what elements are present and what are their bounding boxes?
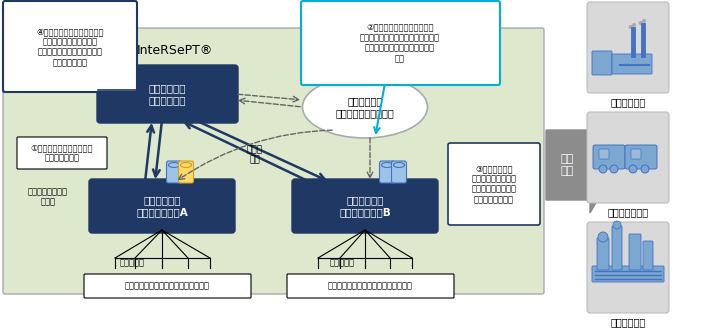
- Text: 対象機器（センサ、アクチュエータ）: 対象機器（センサ、アクチュエータ）: [125, 282, 210, 290]
- FancyBboxPatch shape: [643, 241, 653, 270]
- Text: 各種センサ: 各種センサ: [120, 259, 145, 268]
- FancyBboxPatch shape: [593, 145, 625, 169]
- FancyBboxPatch shape: [166, 161, 181, 183]
- Text: 化学プラント: 化学プラント: [610, 317, 646, 327]
- FancyBboxPatch shape: [629, 234, 641, 270]
- FancyBboxPatch shape: [17, 137, 107, 169]
- Ellipse shape: [382, 162, 392, 168]
- FancyBboxPatch shape: [178, 161, 193, 183]
- Text: リアルタイム
検知・対処装置B: リアルタイム 検知・対処装置B: [339, 195, 391, 217]
- Text: 特定の運転状態用
ルール: 特定の運転状態用 ルール: [28, 187, 68, 207]
- Text: セキュリティ
オーケストレーション: セキュリティ オーケストレーション: [336, 96, 394, 118]
- FancyBboxPatch shape: [97, 65, 238, 123]
- Ellipse shape: [181, 162, 191, 168]
- FancyBboxPatch shape: [625, 145, 657, 169]
- Polygon shape: [546, 118, 618, 213]
- Ellipse shape: [629, 165, 637, 173]
- FancyBboxPatch shape: [448, 143, 540, 225]
- FancyBboxPatch shape: [612, 226, 622, 270]
- Text: 市場
展開: 市場 展開: [560, 154, 573, 176]
- Ellipse shape: [639, 21, 644, 25]
- Text: 発電プラント: 発電プラント: [610, 97, 646, 107]
- FancyBboxPatch shape: [89, 179, 235, 233]
- FancyBboxPatch shape: [612, 54, 652, 74]
- Ellipse shape: [629, 25, 634, 29]
- Text: リアルタイム
検知・対処装置A: リアルタイム 検知・対処装置A: [136, 195, 188, 217]
- Text: セキュリティ
統合管理装置: セキュリティ 統合管理装置: [149, 83, 186, 105]
- FancyBboxPatch shape: [597, 238, 609, 270]
- Ellipse shape: [642, 19, 646, 23]
- Ellipse shape: [169, 162, 180, 168]
- FancyBboxPatch shape: [587, 2, 669, 93]
- Ellipse shape: [610, 165, 618, 173]
- FancyBboxPatch shape: [3, 28, 544, 294]
- Ellipse shape: [613, 221, 621, 229]
- FancyBboxPatch shape: [84, 274, 251, 298]
- FancyBboxPatch shape: [379, 161, 394, 183]
- Text: InteRSePT®: InteRSePT®: [137, 43, 213, 56]
- FancyBboxPatch shape: [599, 149, 609, 159]
- FancyBboxPatch shape: [592, 266, 664, 282]
- Ellipse shape: [394, 162, 404, 168]
- FancyBboxPatch shape: [287, 274, 454, 298]
- Text: 新交通システム: 新交通システム: [607, 207, 649, 217]
- FancyBboxPatch shape: [292, 179, 438, 233]
- Ellipse shape: [598, 232, 608, 242]
- Ellipse shape: [641, 165, 649, 173]
- Text: ③特定の運転状
態用ルールをもとに
パケットを分析し、
通過・遷断を制御: ③特定の運転状 態用ルールをもとに パケットを分析し、 通過・遷断を制御: [472, 164, 517, 204]
- Text: 対象機器（センサ、アクチュエータ）: 対象機器（センサ、アクチュエータ）: [328, 282, 413, 290]
- FancyBboxPatch shape: [392, 161, 406, 183]
- Ellipse shape: [632, 23, 636, 27]
- Text: ①センサ情報をチェックし
運転状態を把握: ①センサ情報をチェックし 運転状態を把握: [30, 143, 93, 163]
- Ellipse shape: [302, 76, 428, 138]
- FancyBboxPatch shape: [3, 1, 137, 92]
- FancyBboxPatch shape: [631, 149, 641, 159]
- Text: ④制御システム全体の挙動を
統合的に監視、特定の運
転状態用ルールでは検知でき
ない異常を検知: ④制御システム全体の挙動を 統合的に監視、特定の運 転状態用ルールでは検知でき …: [36, 27, 104, 67]
- Ellipse shape: [599, 165, 607, 173]
- Text: 各種センサ: 各種センサ: [330, 259, 355, 268]
- FancyBboxPatch shape: [592, 51, 612, 75]
- Text: センサ
情報: センサ 情報: [247, 145, 263, 165]
- FancyBboxPatch shape: [301, 1, 500, 85]
- FancyBboxPatch shape: [587, 222, 669, 313]
- FancyBboxPatch shape: [587, 112, 669, 203]
- Text: ②運転状態や検知された異常
情報をもとに「リアルタイム検知・
対処装置」の通信制御ルールを
変更: ②運転状態や検知された異常 情報をもとに「リアルタイム検知・ 対処装置」の通信制…: [360, 23, 440, 63]
